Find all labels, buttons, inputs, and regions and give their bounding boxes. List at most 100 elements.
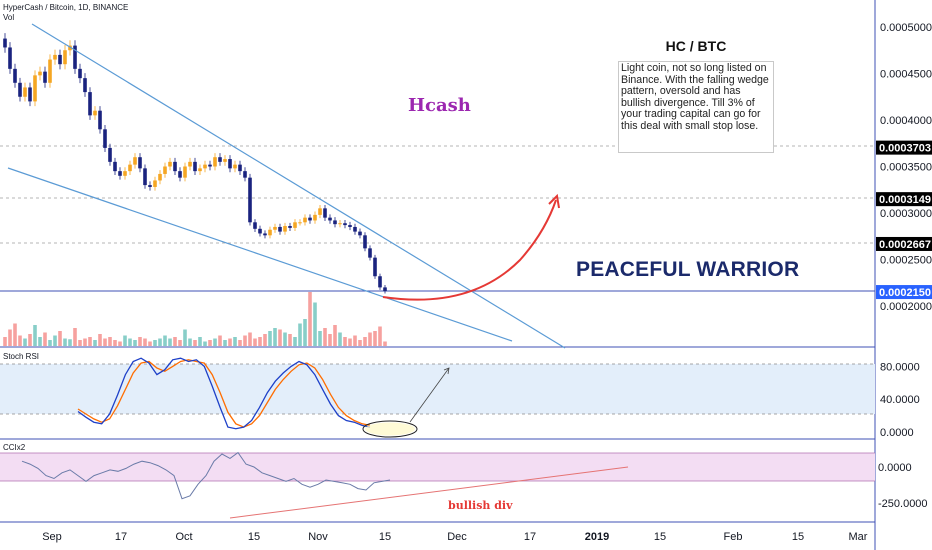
- candle-body: [28, 87, 32, 102]
- candle-body: [178, 171, 182, 178]
- candle-body: [108, 147, 112, 162]
- candle-body: [38, 71, 42, 76]
- candle-body: [363, 235, 367, 249]
- volume-bar: [318, 331, 322, 346]
- volume-bar: [113, 340, 117, 346]
- volume-bar: [143, 338, 147, 346]
- volume-bar: [98, 334, 102, 346]
- volume-bar: [28, 334, 32, 346]
- cci-tick-label: -250.0000: [878, 498, 928, 510]
- price-axis: 0.0005000 0.0004500 0.0004000 0.0003500 0.00…: [876, 22, 932, 313]
- candle-body: [218, 157, 222, 162]
- candle-body: [263, 233, 267, 236]
- volume-bar: [68, 339, 72, 346]
- volume-bar: [253, 338, 257, 346]
- candle-body: [53, 54, 57, 60]
- note-body: Light coin, not so long listed on Binanc…: [618, 61, 774, 153]
- volume-bar: [33, 325, 37, 346]
- warrior-label: PEACEFUL WARRIOR: [576, 258, 800, 281]
- volume-bar: [233, 337, 237, 346]
- candle-body: [18, 82, 22, 97]
- candle-body: [113, 161, 117, 172]
- candle-body: [68, 45, 72, 51]
- volume-bar: [18, 335, 22, 346]
- stoch-arrow: [409, 367, 450, 423]
- price-tag-label: 0.0003703: [879, 143, 931, 155]
- price-tag-label: 0.0003149: [879, 194, 931, 206]
- price-tag: [876, 192, 932, 207]
- time-tick-label: 15: [248, 531, 260, 543]
- price-tick-label: 0.0005000: [880, 22, 932, 34]
- candle-body: [268, 229, 272, 236]
- candle-body: [298, 222, 302, 224]
- volume-bar: [353, 335, 357, 346]
- price-tag: [876, 140, 932, 155]
- cci-band: [0, 453, 875, 481]
- price-tick-label: 0.0002000: [880, 301, 932, 313]
- volume-bar: [293, 337, 297, 346]
- candle-body: [43, 71, 47, 83]
- price-tick-label: 0.0003000: [880, 208, 932, 220]
- candle-body: [8, 47, 12, 69]
- volume-bar: [213, 338, 217, 346]
- time-tick-label: Nov: [308, 531, 328, 543]
- wedge-lower-line: [7, 167, 513, 342]
- volume-bar: [93, 340, 97, 346]
- candles: [3, 33, 387, 294]
- candle-body: [273, 226, 277, 230]
- candle-body: [188, 161, 192, 167]
- volume-bar: [258, 337, 262, 346]
- candle-body: [173, 161, 177, 172]
- volume-bar: [118, 341, 122, 346]
- candle-body: [148, 185, 152, 187]
- volume-bar: [13, 323, 17, 346]
- candle-body: [348, 225, 352, 227]
- candle-body: [118, 171, 122, 176]
- oversold-highlight: [365, 422, 415, 436]
- volume-bars: [3, 292, 387, 346]
- volume-bar: [223, 340, 227, 346]
- candle-body: [378, 276, 382, 288]
- volume-bar: [108, 337, 112, 346]
- price-tag: [876, 285, 932, 300]
- volume-bar: [303, 319, 307, 346]
- volume-bar: [263, 334, 267, 346]
- time-axis: Sep 17 Oct 15 Nov 15 Dec 17 2019 15 Feb 15 Mar: [42, 531, 868, 543]
- volume-bar: [348, 338, 352, 346]
- volume-bar: [163, 335, 167, 346]
- volume-bar: [333, 325, 337, 346]
- candle-body: [143, 168, 147, 186]
- volume-bar: [373, 331, 377, 346]
- volume-bar: [23, 338, 27, 346]
- bullish-div-label: bullish div: [448, 499, 513, 512]
- stoch-tick-label: 0.0000: [880, 427, 914, 439]
- volume-bar: [83, 338, 87, 346]
- volume-bar: [133, 340, 137, 346]
- note-title: HC / BTC: [665, 38, 727, 54]
- stoch-lines: [77, 357, 371, 430]
- vol-label: Vol: [3, 13, 15, 22]
- candle-body: [223, 159, 227, 162]
- hcash-label: Hcash: [408, 95, 471, 116]
- candle-body: [338, 223, 342, 225]
- stoch-arrowhead: [443, 367, 450, 375]
- candle-body: [358, 231, 362, 236]
- volume-bar: [298, 323, 302, 346]
- candle-body: [183, 166, 187, 178]
- candle-body: [278, 226, 282, 232]
- price-tick-label: 0.0003500: [880, 162, 932, 174]
- time-tick-label: 2019: [585, 531, 609, 543]
- volume-bar: [63, 338, 67, 346]
- candle-body: [293, 222, 297, 228]
- stoch-d-line: [77, 359, 371, 428]
- volume-bar: [283, 332, 287, 346]
- divergence-line: [229, 466, 629, 519]
- candle-body: [323, 208, 327, 218]
- cci-axis: 0.0000 -250.0000: [878, 462, 928, 510]
- volume-bar: [58, 331, 62, 346]
- volume-bar: [208, 340, 212, 346]
- candle-body: [48, 59, 52, 83]
- price-tag-label: 0.0002150: [879, 287, 931, 299]
- volume-bar: [338, 332, 342, 346]
